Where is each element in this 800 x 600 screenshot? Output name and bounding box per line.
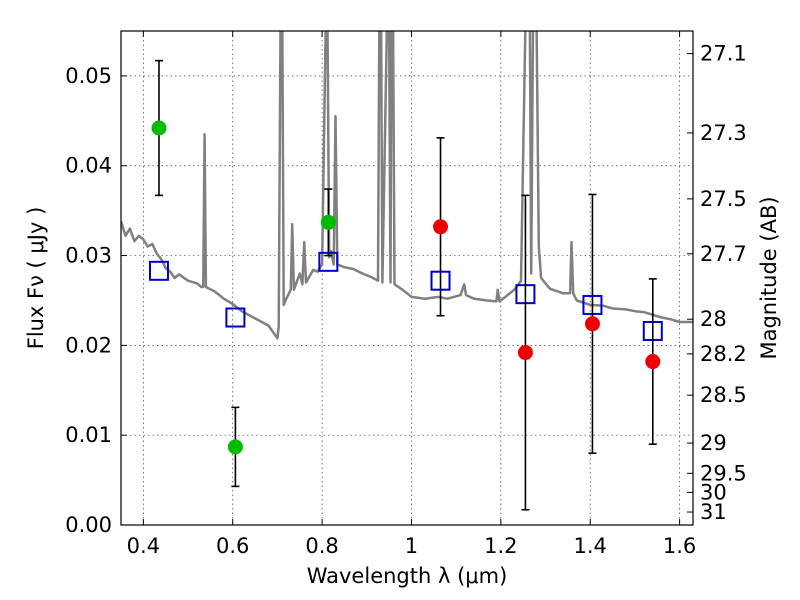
- right-tick-label: 27.7: [700, 242, 747, 266]
- y-tick-label: 0.02: [65, 333, 112, 357]
- x-tick-label: 0.4: [127, 534, 160, 558]
- model-photometry-box: [148, 260, 169, 281]
- markers: [148, 59, 663, 511]
- x-tick-label: 0.6: [216, 534, 249, 558]
- right-tick-label: 29: [700, 431, 727, 455]
- green-data-point: [151, 120, 167, 136]
- x-tick-label: 1.4: [574, 534, 607, 558]
- plot-frame: [120, 30, 694, 526]
- red-data-point: [517, 345, 533, 361]
- x-axis-label: Wavelength λ (μm): [307, 564, 508, 588]
- y-tick-label: 0.00: [65, 513, 112, 537]
- green-data-point: [320, 214, 336, 230]
- y-tick-label: 0.04: [65, 154, 112, 178]
- right-tick-label: 27.3: [700, 121, 747, 145]
- green-data-point: [227, 439, 243, 455]
- red-data-point: [433, 219, 449, 235]
- x-tick-label: 1.6: [663, 534, 696, 558]
- right-tick-label: 28.2: [700, 342, 747, 366]
- right-tick-label: 27.5: [700, 187, 747, 211]
- y-tick-label: 0.01: [65, 423, 112, 447]
- right-tick-label: 29.5: [700, 461, 747, 485]
- y-tick-label: 0.05: [65, 64, 112, 88]
- right-tick-label: 31: [700, 500, 727, 524]
- x-tick-label: 1: [405, 534, 418, 558]
- axes: 0.4 0.6 0.8 1 1.2 1.4 1.6 0.00 0.01 0.02 0.03 0.04 0…: [65, 31, 747, 558]
- y-axis-label: Flux Fν ( μJy ): [24, 207, 48, 350]
- y-tick-label: 0.03: [65, 244, 112, 268]
- right-axis-label: Magnitude (AB): [757, 196, 781, 359]
- sed-model-line: [121, 31, 693, 340]
- red-data-point: [584, 316, 600, 332]
- red-data-point: [645, 354, 661, 370]
- right-tick-label: 30: [700, 480, 727, 504]
- model-photometry-box: [225, 307, 246, 328]
- x-tick-label: 1.2: [484, 534, 517, 558]
- x-tick-label: 0.8: [305, 534, 338, 558]
- right-tick-label: 28.5: [700, 383, 747, 407]
- plot-area: [121, 31, 693, 340]
- right-tick-label: 27.1: [700, 42, 747, 66]
- right-tick-label: 28: [700, 307, 727, 331]
